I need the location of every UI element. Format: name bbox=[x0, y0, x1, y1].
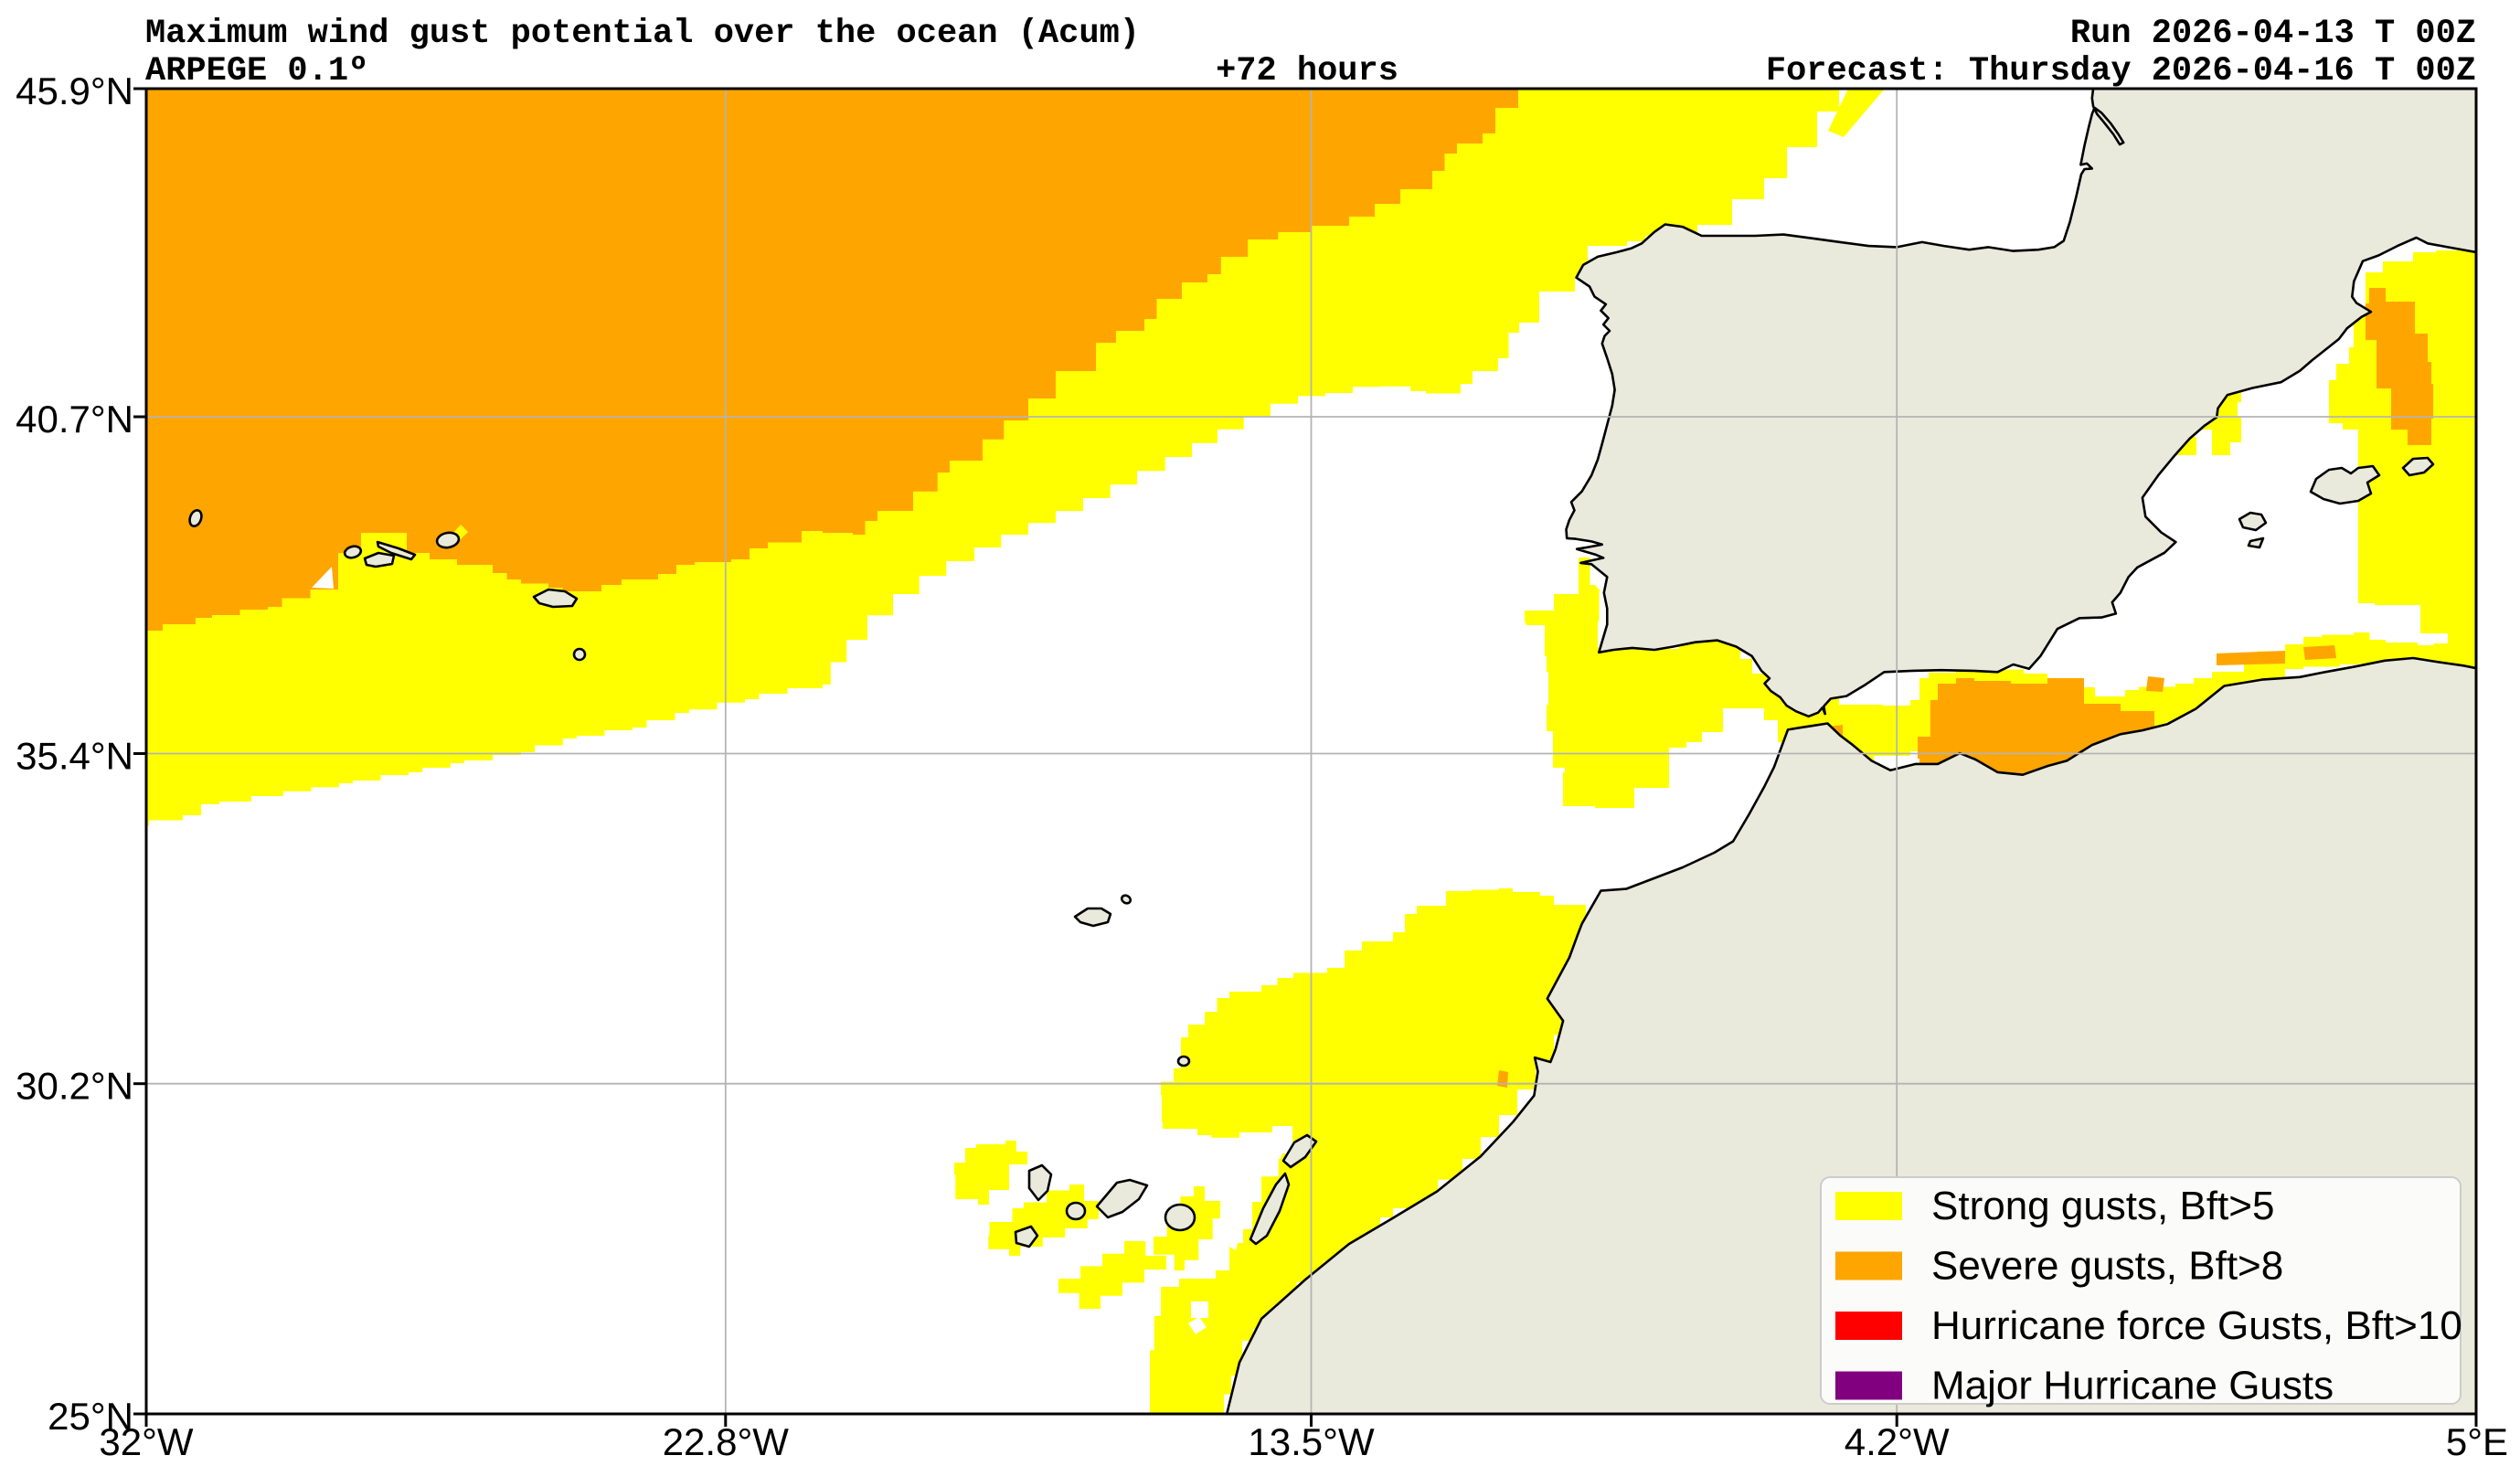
svg-text:40.7°N: 40.7°N bbox=[16, 398, 133, 441]
svg-text:Forecast: Thursday 2026-04-16: Forecast: Thursday 2026-04-16 T 00Z bbox=[1766, 52, 2476, 90]
svg-text:30.2°N: 30.2°N bbox=[16, 1065, 133, 1108]
svg-text:5°E: 5°E bbox=[2446, 1420, 2508, 1463]
svg-text:13.5°W: 13.5°W bbox=[1248, 1420, 1375, 1463]
svg-text:Strong gusts, Bft>5: Strong gusts, Bft>5 bbox=[1931, 1184, 2274, 1228]
svg-text:25°N: 25°N bbox=[48, 1395, 133, 1438]
svg-text:45.9°N: 45.9°N bbox=[16, 69, 133, 112]
svg-text:Major Hurricane Gusts: Major Hurricane Gusts bbox=[1931, 1364, 2334, 1408]
svg-text:4.2°W: 4.2°W bbox=[1845, 1420, 1950, 1463]
svg-text:+72 hours: +72 hours bbox=[1216, 52, 1398, 90]
svg-text:Severe gusts, Bft>8: Severe gusts, Bft>8 bbox=[1931, 1244, 2283, 1289]
svg-text:Hurricane force Gusts, Bft>10: Hurricane force Gusts, Bft>10 bbox=[1931, 1303, 2462, 1348]
svg-text:Maximum wind gust potential ov: Maximum wind gust potential over the oce… bbox=[145, 15, 1140, 53]
svg-text:32°W: 32°W bbox=[99, 1420, 194, 1463]
svg-text:ARPEGE 0.1º: ARPEGE 0.1º bbox=[145, 52, 368, 90]
svg-text:Run 2026-04-13 T 00Z: Run 2026-04-13 T 00Z bbox=[2070, 15, 2476, 53]
svg-text:35.4°N: 35.4°N bbox=[16, 735, 133, 778]
svg-text:22.8°W: 22.8°W bbox=[663, 1420, 790, 1463]
